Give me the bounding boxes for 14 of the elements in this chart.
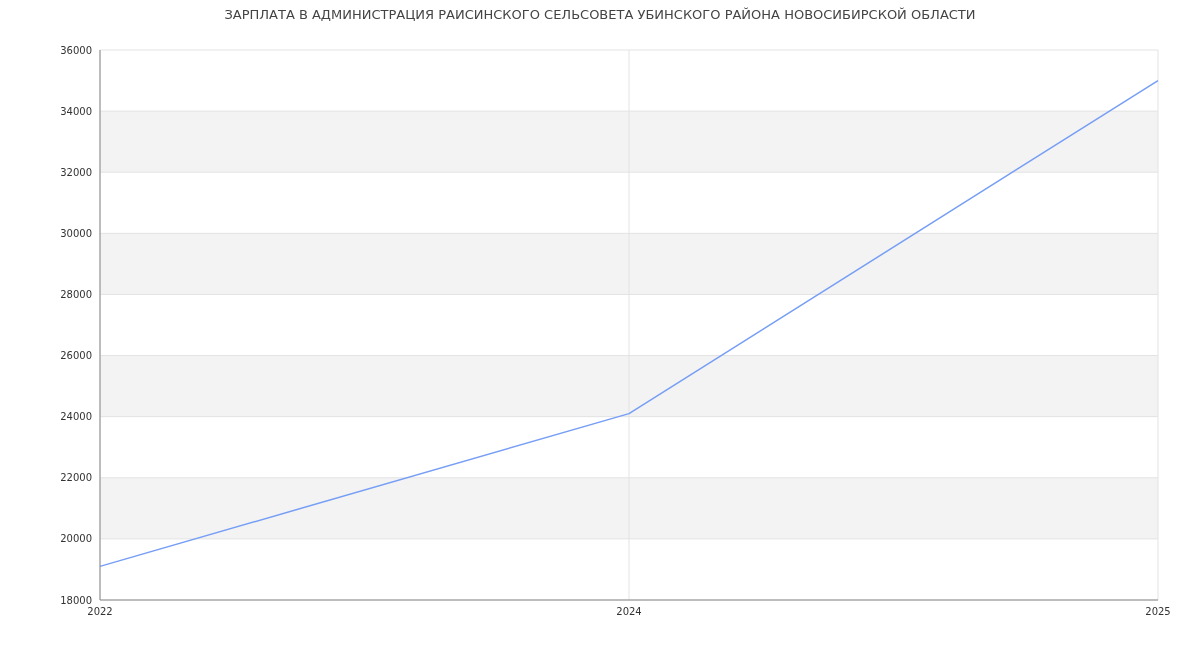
y-tick-label: 18000 — [60, 594, 92, 606]
chart-title: ЗАРПЛАТА В АДМИНИСТРАЦИЯ РАИСИНСКОГО СЕЛЬСОВЕТА УБИНСКОГО РАЙОНА НОВОСИБИРСКОЙ ОБЛАСТИ — [223, 7, 977, 24]
x-tick-label: 2025 — [1145, 606, 1171, 618]
y-tick-label: 24000 — [60, 411, 92, 423]
y-tick-label: 34000 — [60, 105, 92, 117]
y-tick-label: 22000 — [60, 472, 92, 484]
y-tick-label: 36000 — [60, 44, 92, 56]
y-tick-label: 32000 — [60, 166, 92, 178]
y-tick-label: 30000 — [60, 227, 92, 239]
y-tick-label: 20000 — [60, 533, 92, 545]
x-tick-label: 2024 — [616, 606, 642, 618]
x-tick-label: 2022 — [87, 606, 113, 618]
y-tick-label: 28000 — [60, 288, 92, 300]
y-tick-label: 26000 — [60, 350, 92, 362]
